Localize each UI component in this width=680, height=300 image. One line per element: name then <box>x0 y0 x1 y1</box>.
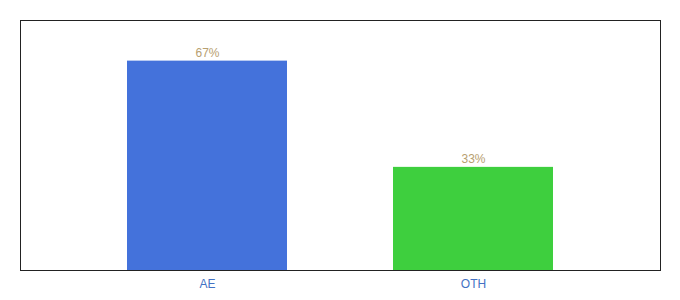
svg-text:33%: 33% <box>461 152 485 166</box>
svg-text:OTH: OTH <box>461 277 486 291</box>
svg-text:AE: AE <box>199 277 215 291</box>
svg-text:67%: 67% <box>195 46 219 60</box>
